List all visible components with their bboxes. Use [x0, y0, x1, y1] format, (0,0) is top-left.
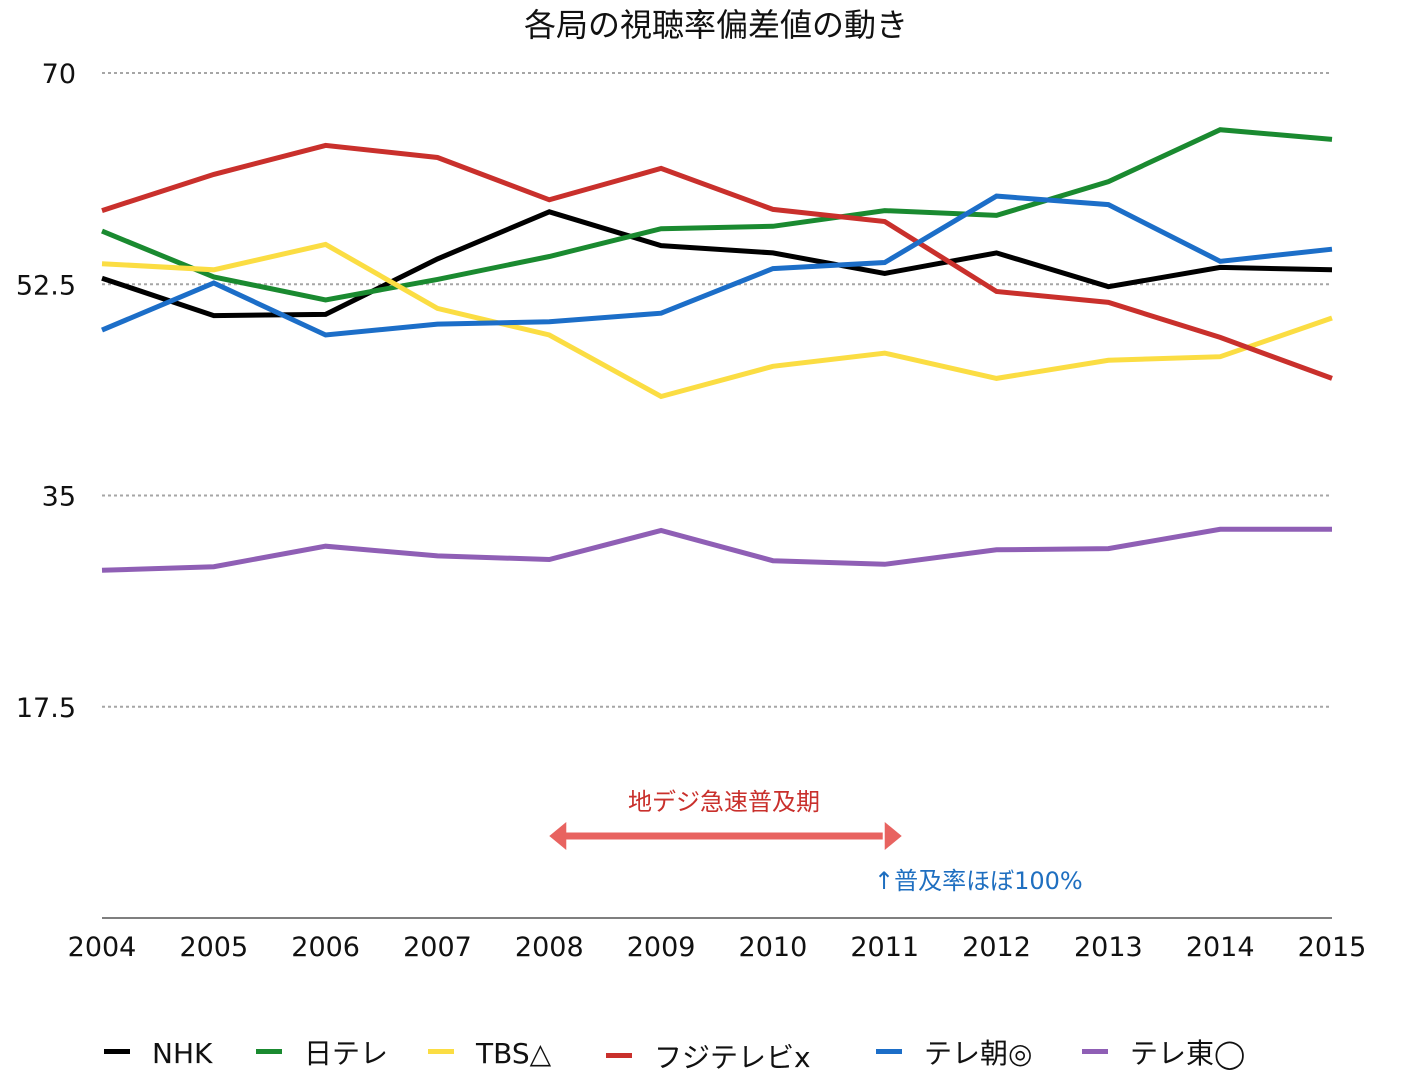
series-5 [101, 526, 1333, 573]
x-tick-label: 2014 [1186, 932, 1255, 963]
legend-swatch [256, 1049, 282, 1054]
y-tick-label: 52.5 [16, 270, 76, 301]
chart-title: 各局の視聴率偏差値の動き [524, 6, 908, 44]
series-lines [101, 127, 1333, 573]
legend-item: 日テレ [256, 1037, 388, 1070]
arrow-head-left [549, 822, 567, 850]
x-tick-label: 2011 [850, 932, 919, 963]
y-tick-label: 70 [42, 59, 76, 90]
arrow-head-right [884, 822, 902, 850]
series-2 [101, 241, 1333, 400]
y-tick-label: 17.5 [16, 693, 76, 724]
legend-label: NHK [152, 1037, 213, 1070]
x-axis-ticks: 2004 2005 2006 2007 2008 2009 2010 2011 2012 2013… [68, 932, 1367, 963]
legend-item: テレ朝◎ [876, 1037, 1032, 1070]
annotation-penetration-note: ↑普及率ほぼ100% [874, 867, 1083, 895]
legend-swatch [1082, 1049, 1108, 1054]
y-tick-label: 35 [42, 482, 76, 513]
series-line [101, 526, 1332, 573]
legend-item: フジテレビx [606, 1041, 811, 1074]
legend: NHK 日テレ TBS△ フジテレビx テレ朝◎ テレ東◯ [104, 1037, 1245, 1074]
legend-swatch [428, 1049, 454, 1054]
series-line [101, 193, 1333, 338]
series-line [101, 142, 1333, 381]
legend-label: テレ朝◎ [924, 1037, 1032, 1070]
legend-item: TBS△ [428, 1037, 552, 1070]
x-tick-label: 2007 [403, 932, 472, 963]
x-tick-label: 2010 [739, 932, 808, 963]
series-3 [101, 142, 1333, 381]
legend-swatch [606, 1053, 632, 1058]
series-line [101, 127, 1333, 303]
legend-label: フジテレビx [654, 1041, 811, 1074]
gridlines [102, 72, 1332, 708]
x-tick-label: 2005 [179, 932, 248, 963]
x-tick-label: 2008 [515, 932, 584, 963]
legend-label: テレ東◯ [1130, 1037, 1245, 1070]
legend-swatch [876, 1049, 902, 1054]
series-4 [101, 193, 1333, 338]
legend-item: NHK [104, 1037, 213, 1070]
series-line [101, 241, 1333, 400]
legend-item: テレ東◯ [1082, 1037, 1245, 1070]
x-tick-label: 2013 [1074, 932, 1143, 963]
legend-label: TBS△ [475, 1037, 552, 1070]
x-tick-label: 2012 [962, 932, 1031, 963]
legend-label: 日テレ [304, 1037, 388, 1070]
y-axis-ticks: 17.5 35 52.5 70 [16, 59, 76, 724]
legend-swatch [104, 1049, 130, 1054]
x-tick-label: 2006 [291, 932, 360, 963]
annotation-digital-period-label: 地デジ急速普及期 [628, 788, 820, 816]
double-arrow-icon [549, 822, 902, 850]
x-tick-label: 2009 [627, 932, 696, 963]
x-tick-label: 2004 [68, 932, 137, 963]
annotations: 地デジ急速普及期 ↑普及率ほぼ100% [549, 788, 1083, 895]
series-line [101, 209, 1333, 319]
series-1 [101, 127, 1333, 303]
series-0 [101, 209, 1333, 319]
x-tick-label: 2015 [1298, 932, 1367, 963]
